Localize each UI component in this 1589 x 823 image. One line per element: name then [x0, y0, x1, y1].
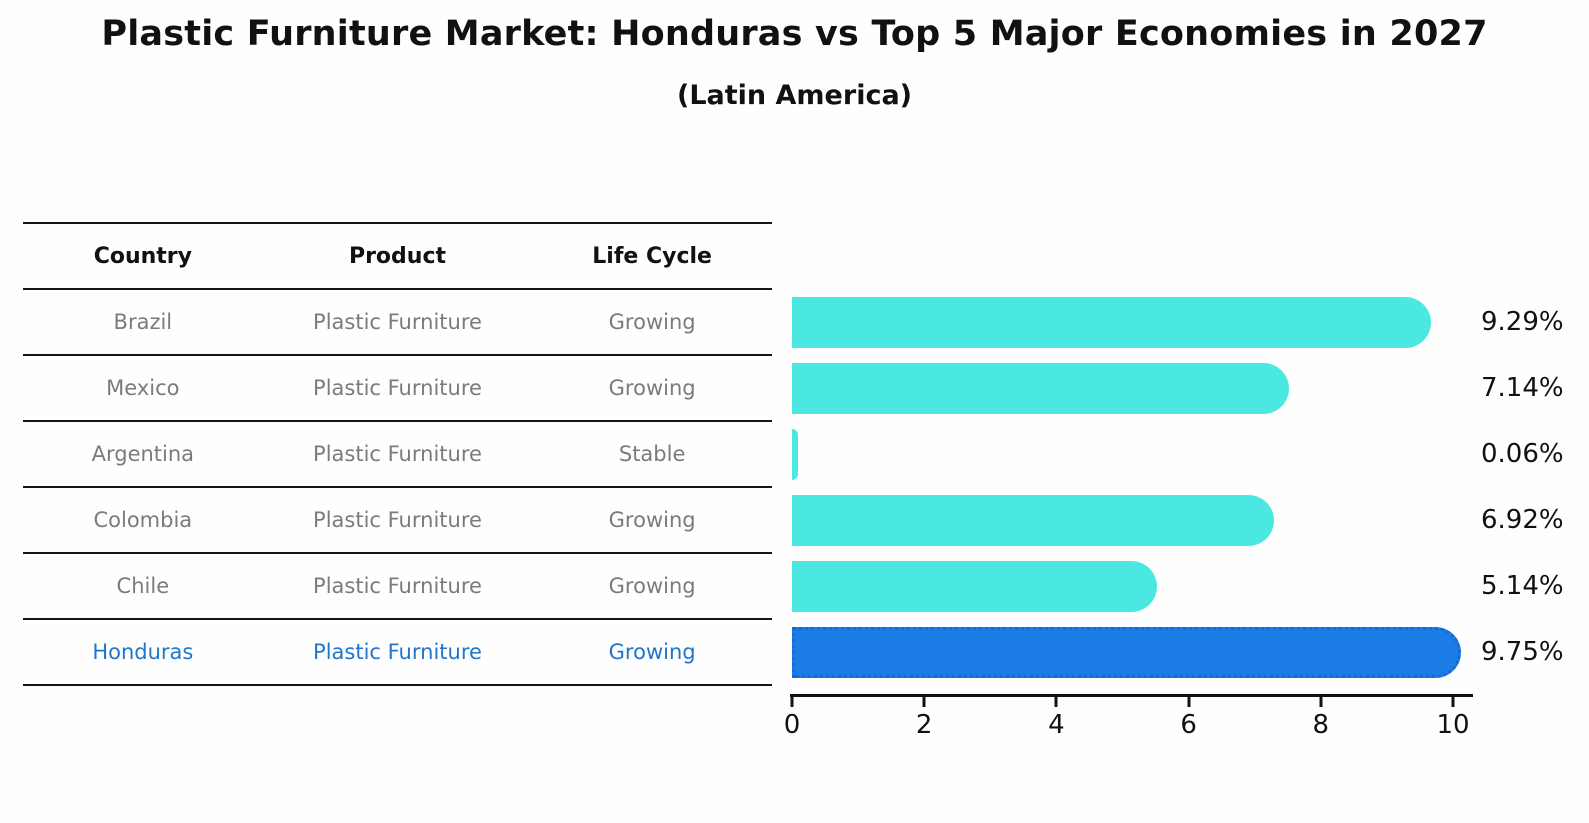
chart-row: [792, 619, 1470, 685]
table-header-row: Country Product Life Cycle: [23, 224, 772, 290]
cell-life-cycle: Growing: [608, 310, 696, 334]
header-cell-life-cycle: Life Cycle: [592, 243, 712, 269]
x-axis: 0 2 4 6 8 10: [784, 694, 1473, 754]
x-axis-tick-label: 10: [1436, 710, 1470, 740]
cell-country: Brazil: [113, 310, 173, 334]
value-label: 7.14%: [1481, 373, 1564, 403]
bar-chart-area: [792, 289, 1470, 685]
value-label-column: 9.29% 7.14% 0.06% 6.92% 5.14% 9.75%: [1481, 289, 1589, 685]
cell-life-cycle: Growing: [608, 508, 696, 532]
chart-row: [792, 289, 1470, 355]
cell-product: Plastic Furniture: [313, 508, 482, 532]
header-cell-product: Product: [348, 243, 447, 269]
cell-product: Plastic Furniture: [313, 310, 482, 334]
x-axis-line: [790, 694, 1473, 697]
x-axis-tick-label: 6: [1180, 710, 1197, 740]
x-axis-tick-label: 4: [1048, 710, 1065, 740]
cell-product: Plastic Furniture: [313, 442, 482, 466]
bar-mexico: [792, 362, 1289, 414]
chart-subtitle: (Latin America): [676, 80, 913, 111]
cell-product: Plastic Furniture: [313, 574, 482, 598]
value-label: 9.75%: [1481, 637, 1564, 667]
bar-argentina: [792, 428, 798, 480]
bar-chile: [792, 560, 1157, 612]
chart-row: [792, 355, 1470, 421]
bar-brazil: [792, 296, 1432, 348]
x-axis-tick: [1187, 697, 1191, 707]
bar-honduras: [792, 626, 1462, 678]
bar-colombia: [792, 494, 1275, 546]
table-row: Argentina Plastic Furniture Stable: [23, 422, 772, 488]
table-body: Brazil Plastic Furniture Growing Mexico Plas…: [23, 290, 772, 686]
x-axis-tick: [1319, 697, 1323, 707]
value-label: 5.14%: [1481, 571, 1564, 601]
chart-row: [792, 553, 1470, 619]
cell-life-cycle: Growing: [608, 574, 696, 598]
cell-country: Argentina: [91, 442, 195, 466]
x-axis-tick: [1451, 697, 1455, 707]
cell-country: Honduras: [92, 640, 194, 664]
table-row: Colombia Plastic Furniture Growing: [23, 488, 772, 554]
x-axis-tick-label: 0: [783, 710, 801, 740]
cell-life-cycle: Growing: [608, 376, 696, 400]
header-cell-country: Country: [93, 243, 192, 269]
table-row: Brazil Plastic Furniture Growing: [23, 290, 772, 356]
cell-product: Plastic Furniture: [313, 640, 482, 664]
cell-country: Colombia: [93, 508, 193, 532]
x-axis-tick: [1054, 697, 1058, 707]
data-table: Country Product Life Cycle Brazil Plastic…: [23, 222, 772, 686]
cell-life-cycle: Growing: [608, 640, 696, 664]
chart-row: [792, 487, 1470, 553]
table-row: Mexico Plastic Furniture Growing: [23, 356, 772, 422]
cell-life-cycle: Stable: [618, 442, 686, 466]
value-label: 9.29%: [1481, 307, 1564, 337]
value-label: 6.92%: [1481, 505, 1564, 535]
x-axis-tick: [922, 697, 926, 707]
x-axis-tick-label: 2: [915, 710, 933, 740]
page-title: Plastic Furniture Market: Honduras vs To…: [101, 14, 1488, 54]
value-label: 0.06%: [1481, 439, 1564, 469]
table-row: Chile Plastic Furniture Growing: [23, 554, 772, 620]
cell-country: Mexico: [106, 376, 180, 400]
cell-product: Plastic Furniture: [313, 376, 482, 400]
table-row: Honduras Plastic Furniture Growing: [23, 620, 772, 686]
cell-country: Chile: [116, 574, 170, 598]
x-axis-tick-label: 8: [1312, 710, 1330, 740]
x-axis-tick: [790, 697, 794, 707]
chart-row: [792, 421, 1470, 487]
